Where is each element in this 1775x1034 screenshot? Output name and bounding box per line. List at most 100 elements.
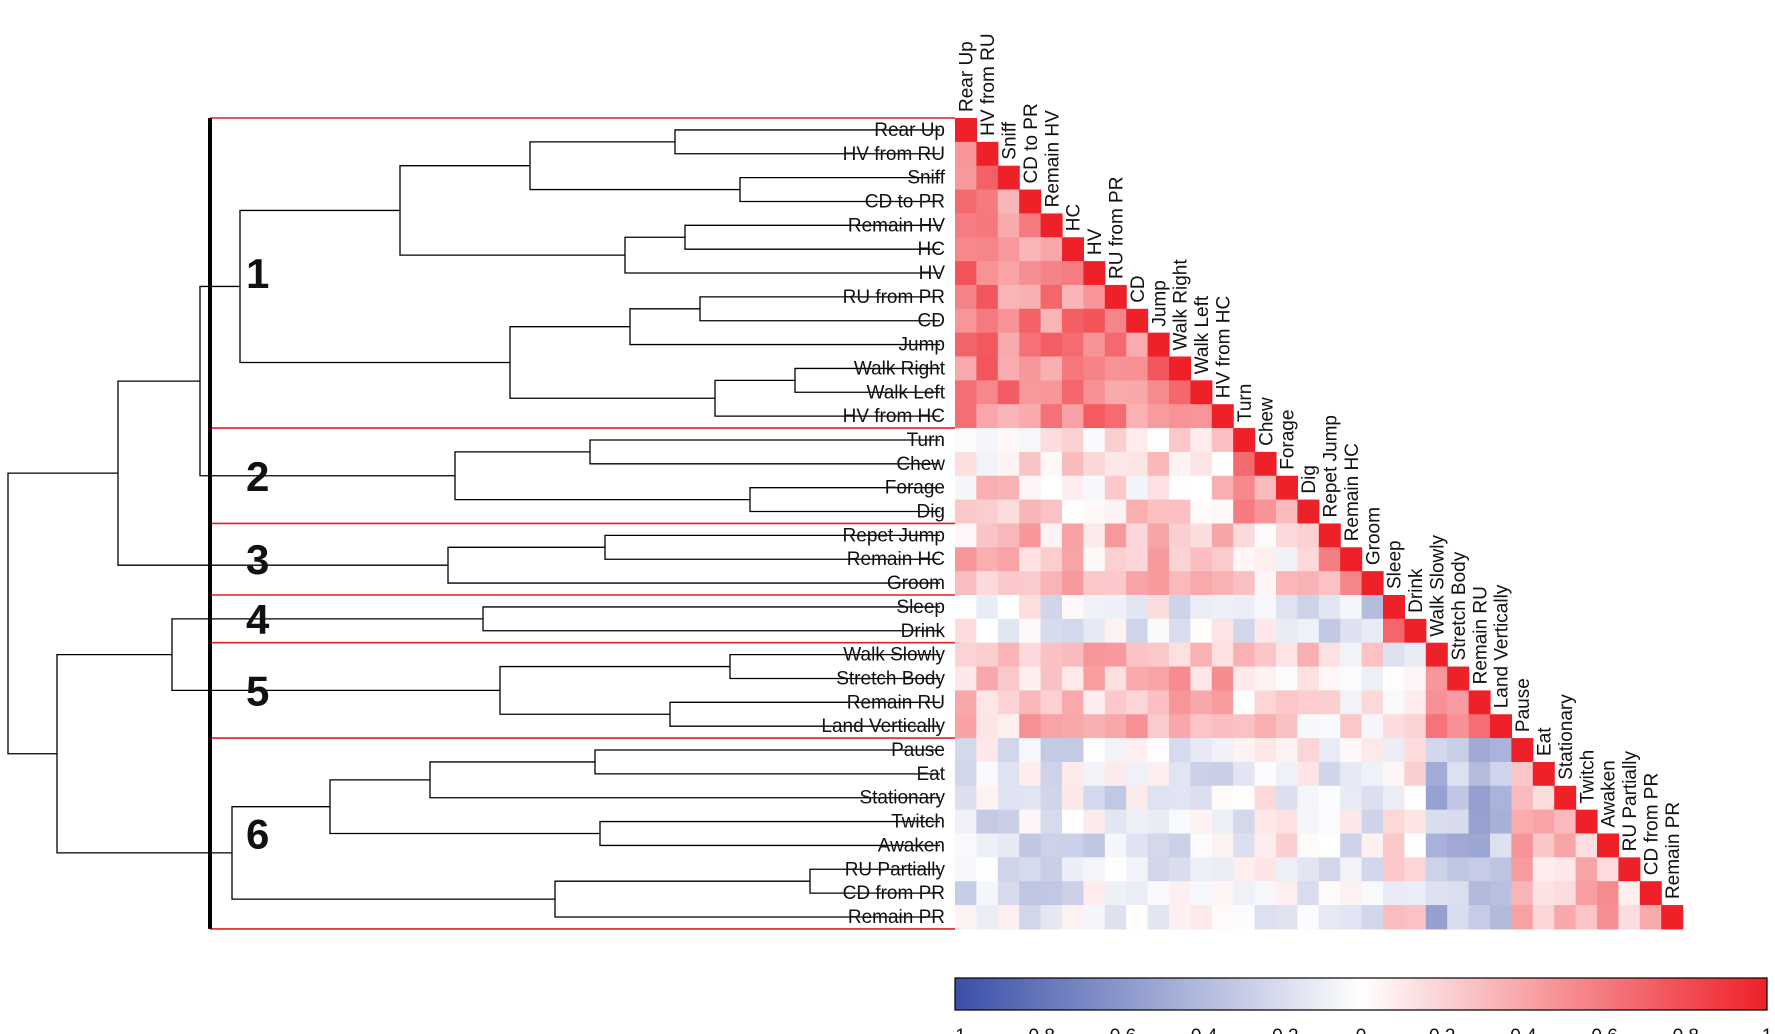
heatmap-cell (1147, 857, 1170, 882)
heatmap-cell (1233, 618, 1256, 644)
colorbar-tick-label: 0.2 (1429, 1026, 1455, 1034)
dendrogram (7, 129, 940, 918)
heatmap-cell (1019, 237, 1042, 262)
heatmap-cell (1276, 905, 1298, 930)
heatmap-cell (1190, 499, 1213, 525)
heatmap-cell (1425, 833, 1448, 858)
heatmap-cell (1233, 857, 1256, 882)
row-label: Walk Slowly (843, 645, 945, 666)
heatmap-cell (1062, 428, 1084, 453)
heatmap-cell (1190, 595, 1213, 620)
heatmap-cell (1169, 833, 1191, 858)
heatmap-cell (1083, 428, 1106, 453)
heatmap-cell (955, 571, 977, 596)
heatmap-cell (1254, 547, 1277, 572)
heatmap-cell (1019, 571, 1042, 596)
row-label: Dig (916, 502, 945, 523)
heatmap-cell (1383, 833, 1405, 858)
heatmap-cell (1169, 690, 1191, 715)
heatmap-cell (976, 308, 999, 334)
heatmap-cell (1254, 785, 1277, 811)
heatmap-cell (1425, 714, 1448, 739)
heatmap-cell (1233, 547, 1256, 572)
heatmap-cell (1104, 642, 1127, 668)
heatmap-cell (1040, 499, 1063, 525)
heatmap-cell (955, 308, 977, 334)
heatmap-cell (1019, 308, 1042, 334)
heatmap-cell (1404, 833, 1427, 858)
heatmap-cell (1040, 833, 1063, 858)
heatmap-cell (1040, 571, 1063, 596)
heatmap-cell (1190, 571, 1213, 596)
heatmap-cell (1104, 833, 1127, 858)
heatmap-cell (976, 523, 999, 548)
heatmap-cell (1019, 261, 1042, 286)
heatmap-cell (997, 308, 1020, 334)
heatmap-cell (1425, 785, 1448, 811)
heatmap-cell (1062, 380, 1084, 405)
heatmap-cell (1554, 809, 1577, 835)
cluster-number: 2 (246, 453, 269, 500)
heatmap-cell (1104, 881, 1127, 906)
heatmap-cell (955, 118, 977, 143)
column-label: Jump (1149, 280, 1170, 326)
heatmap-cell (1211, 761, 1234, 787)
heatmap-cell (1211, 905, 1234, 930)
heatmap-cell (976, 714, 999, 739)
heatmap-cell (1468, 690, 1491, 715)
heatmap-cell (1019, 451, 1042, 477)
heatmap-cell (1062, 499, 1084, 525)
heatmap-cell (1468, 785, 1491, 811)
heatmap-cell (1062, 547, 1084, 572)
cluster-number: 3 (246, 536, 269, 583)
heatmap-cell (1276, 499, 1298, 525)
heatmap-cell (1019, 785, 1042, 811)
heatmap-cell (1383, 881, 1405, 906)
heatmap-cell (1019, 284, 1042, 310)
row-label: Remain HV (848, 215, 945, 236)
heatmap-cell (1104, 380, 1127, 405)
heatmap-cell (1190, 833, 1213, 858)
heatmap-cell (1190, 428, 1213, 453)
heatmap-cell (1425, 881, 1448, 906)
column-label: Remain RU (1470, 586, 1491, 684)
column-label: Turn (1235, 384, 1256, 422)
heatmap-cell (1019, 404, 1042, 429)
column-label: Walk Slowly (1428, 535, 1449, 637)
heatmap-cell (1297, 547, 1320, 572)
heatmap-cell (1104, 595, 1127, 620)
heatmap-cell (1468, 761, 1491, 787)
heatmap-cell (1190, 761, 1213, 787)
heatmap-cell (955, 165, 977, 191)
row-label: Chew (896, 454, 945, 475)
heatmap-cell (1126, 380, 1149, 405)
heatmap-cell (1490, 881, 1512, 906)
heatmap-cell (1169, 571, 1191, 596)
heatmap-cell (976, 451, 999, 477)
heatmap-cell (1040, 284, 1063, 310)
heatmap-cell (1083, 284, 1106, 310)
heatmap-cell (1361, 642, 1384, 668)
heatmap-cell (1019, 595, 1042, 620)
heatmap-cell (997, 189, 1020, 214)
heatmap-cell (976, 809, 999, 835)
dendrogram-link (239, 209, 510, 364)
row-label: CD from PR (843, 883, 945, 904)
colorbar-tick-label: −0.2 (1261, 1026, 1299, 1034)
column-label: HV from RU (978, 33, 999, 135)
heatmap-cell (1254, 857, 1277, 882)
heatmap-cell (1383, 905, 1405, 930)
heatmap-cell (1126, 451, 1149, 477)
heatmap-cell (997, 284, 1020, 310)
heatmap-cell (1361, 857, 1384, 882)
heatmap-cell (955, 213, 977, 238)
heatmap-cell (1233, 499, 1256, 525)
heatmap-cell (1318, 857, 1341, 882)
heatmap-cell (1147, 595, 1170, 620)
heatmap-cell (1147, 428, 1170, 453)
heatmap-cell (1383, 857, 1405, 882)
heatmap-cell (1169, 356, 1191, 381)
heatmap-cell (1190, 881, 1213, 906)
heatmap-cell (1169, 905, 1191, 930)
row-label: Groom (887, 573, 945, 594)
